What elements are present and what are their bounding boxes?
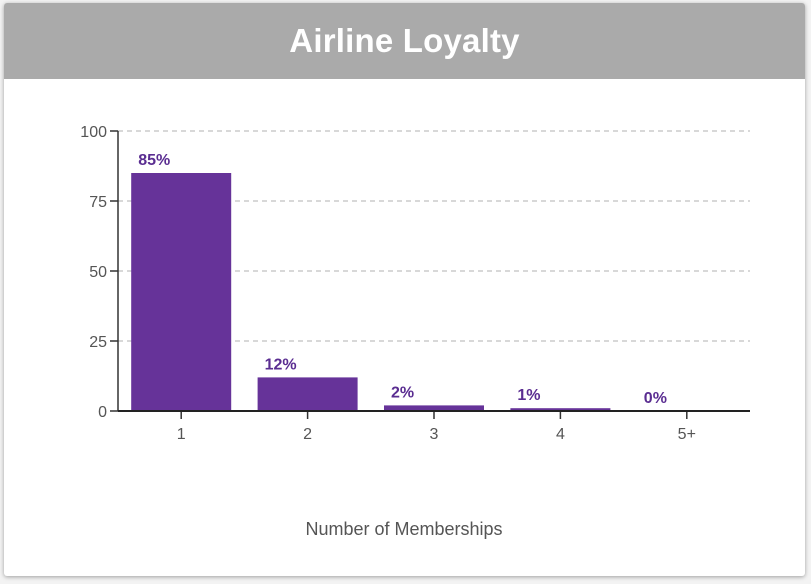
bar-chart: 85% 12% 2% 1% 0% 0 25 50 75 100 1 2 3 4 5+ Number of … [80, 124, 750, 539]
x-tick-label: 5+ [678, 426, 696, 443]
x-tick-label: 3 [430, 426, 439, 443]
y-tick-label: 100 [80, 124, 107, 141]
bar-2 [257, 377, 358, 411]
x-axis-title: Number of Memberships [305, 519, 502, 539]
y-tick-label: 25 [89, 334, 107, 351]
gridlines [118, 130, 750, 342]
y-tick-label: 0 [98, 404, 107, 421]
x-tick-label: 4 [556, 426, 565, 443]
card-header: Airline Loyalty [4, 3, 805, 79]
data-label-3: 2% [391, 384, 414, 401]
chart-card: Airline Loyalty 85% 12% 2% 1% 0% 0 25 50 75 100 1… [4, 3, 805, 576]
bar-3 [384, 405, 484, 411]
y-tick-label: 50 [89, 264, 107, 281]
data-label-4: 1% [517, 387, 540, 404]
axes: 0 25 50 75 100 1 2 3 4 5+ [80, 124, 750, 443]
data-label-1: 85% [138, 152, 170, 169]
chart-title: Airline Loyalty [289, 22, 520, 59]
bar-1 [131, 173, 232, 411]
data-label-2: 12% [265, 356, 297, 373]
data-label-5+: 0% [644, 390, 667, 407]
x-tick-label: 2 [303, 426, 312, 443]
y-tick-label: 75 [89, 194, 107, 211]
bar-4 [510, 408, 611, 411]
x-tick-label: 1 [177, 426, 186, 443]
bars: 85% 12% 2% 1% 0% [131, 152, 667, 411]
